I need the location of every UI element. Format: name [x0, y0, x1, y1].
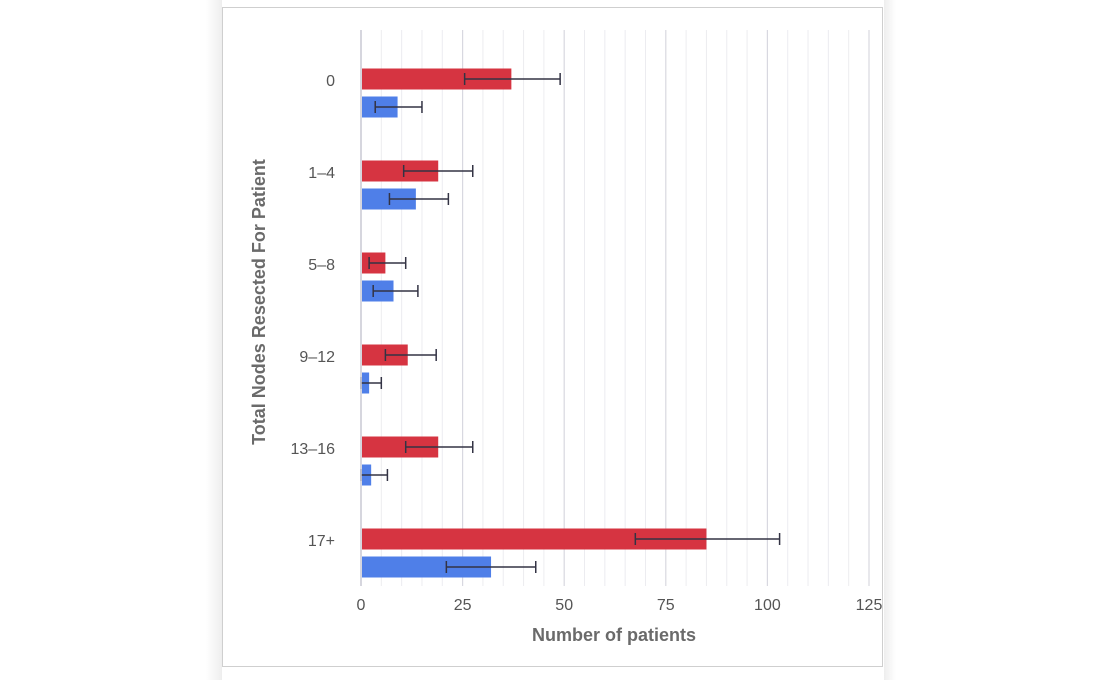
x-tick-label: 100 [754, 597, 781, 614]
y-axis-title: Total Nodes Resected For Patient [249, 159, 269, 445]
bar-series-1 [362, 528, 707, 550]
chart-card: 0 25 50 75 100 125 0 1–4 5–8 9–12 13–16 17+ Number … [222, 7, 883, 667]
category-label: 9–12 [299, 349, 335, 366]
bars [362, 68, 707, 578]
x-tick-label: 50 [555, 597, 573, 614]
bar-series-1 [362, 436, 439, 458]
x-tick-label: 75 [657, 597, 675, 614]
x-tick-label: 0 [357, 597, 366, 614]
grid-lines [380, 30, 870, 586]
bar-series-2 [362, 556, 492, 578]
page-shadow-right [884, 0, 896, 680]
category-label: 1–4 [308, 165, 335, 182]
category-label: 17+ [308, 533, 335, 550]
bar-series-1 [362, 68, 512, 90]
category-label: 0 [326, 73, 335, 90]
page-shadow-left [206, 0, 222, 680]
bar-chart: 0 25 50 75 100 125 0 1–4 5–8 9–12 13–16 17+ Number … [249, 30, 882, 645]
x-axis-title: Number of patients [532, 625, 696, 645]
category-label: 5–8 [308, 257, 335, 274]
axes: 0 25 50 75 100 125 0 1–4 5–8 9–12 13–16 17+ [291, 30, 882, 614]
x-tick-label: 125 [856, 597, 882, 614]
x-tick-label: 25 [454, 597, 472, 614]
category-label: 13–16 [291, 441, 336, 458]
bar-series-1 [362, 160, 439, 182]
error-bars [360, 73, 781, 573]
